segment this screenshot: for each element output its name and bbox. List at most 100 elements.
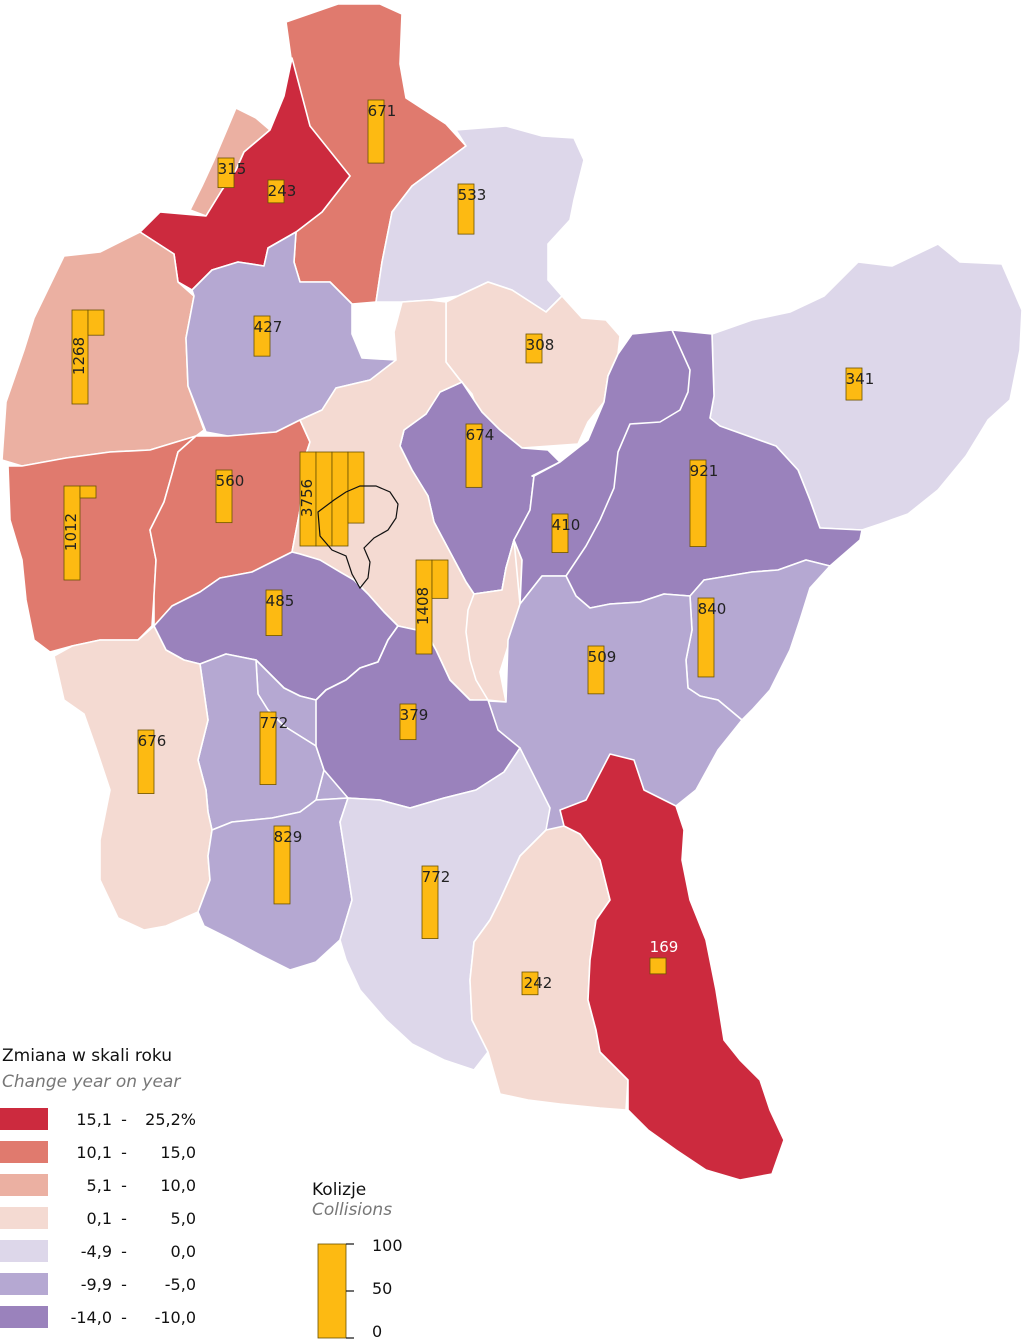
collision-label: 315: [218, 160, 247, 178]
legend-range-low: 15,1: [76, 1109, 112, 1129]
collision-label: 379: [400, 706, 429, 724]
legend-range-high: -5,0: [164, 1274, 196, 1294]
collision-label: 676: [138, 732, 167, 750]
district-region: [559, 753, 785, 1181]
collision-bar: [87, 309, 105, 336]
collision-bar: [259, 711, 277, 785]
legend-swatch: [0, 1273, 48, 1295]
collision-bar: [551, 513, 569, 553]
collision-label: 341: [846, 370, 875, 388]
collision-bar: [521, 971, 539, 996]
district-region: [1, 231, 205, 467]
legend-range-low: -14,0: [70, 1307, 112, 1327]
legend-row: -14,0- -10,0: [0, 1306, 196, 1328]
legend-range-dash: -: [121, 1274, 127, 1294]
legend-range-high: 25,2%: [145, 1109, 196, 1129]
collision-label: 509: [588, 648, 617, 666]
legend-range-high: 5,0: [170, 1208, 196, 1228]
legend-range-dash: -: [121, 1241, 127, 1261]
collision-label: 243: [268, 182, 297, 200]
legend-range-high: -10,0: [154, 1307, 196, 1327]
collision-bar: [367, 99, 385, 164]
collision-label: 169: [650, 938, 679, 956]
collision-bar: [525, 333, 543, 364]
city-outline-central: [317, 485, 399, 590]
collision-bar: [267, 179, 285, 204]
legend-swatch: [0, 1108, 48, 1130]
collision-bar: [457, 183, 475, 235]
collision-label: 427: [254, 318, 283, 336]
bar-scale-label-50: 50: [372, 1279, 393, 1298]
collision-label: 1268: [70, 337, 88, 375]
legend-row: -4,9- 0,0: [0, 1240, 196, 1262]
collision-label: 485: [266, 592, 295, 610]
bar-scale: [317, 1243, 354, 1339]
legend-range-dash: -: [121, 1208, 127, 1228]
legend-swatch: [0, 1306, 48, 1328]
collision-bar: [465, 423, 483, 488]
collision-label: 674: [466, 426, 495, 444]
bar-scale-label-0: 0: [372, 1322, 383, 1341]
legend-subtitle: Change year on year: [2, 1072, 181, 1092]
bar-scale-label-100: 100: [372, 1236, 403, 1255]
collision-label: 242: [524, 974, 553, 992]
collision-bar: [265, 589, 283, 636]
collision-bar: [421, 865, 439, 939]
legend-row: 10,1- 15,0: [0, 1141, 196, 1163]
collision-bar: [63, 485, 81, 581]
collision-label: 921: [690, 462, 719, 480]
legend-row: 15,1-25,2%: [0, 1108, 196, 1130]
collision-label: 772: [260, 714, 289, 732]
legend-range-high: 0,0: [170, 1241, 196, 1261]
collision-bar: [689, 459, 707, 547]
district-region: [465, 539, 521, 703]
district-region: [53, 625, 213, 931]
collision-bar: [697, 597, 715, 678]
legend-range-low: -9,9: [80, 1274, 112, 1294]
legend-row: -9,9- -5,0: [0, 1273, 196, 1295]
collision-bar: [399, 703, 417, 741]
collision-bar: [253, 315, 271, 357]
district-region: [315, 625, 521, 809]
legend-range-high: 10,0: [160, 1175, 196, 1195]
collision-label: 772: [422, 868, 451, 886]
collision-label: 3756: [298, 479, 316, 517]
legend-range-low: 0,1: [86, 1208, 112, 1228]
legend-title: Zmiana w skali roku: [2, 1046, 173, 1066]
collision-bar: [79, 485, 97, 499]
collision-label: 671: [368, 102, 397, 120]
collision-bar: [137, 729, 155, 794]
collision-label: 410: [552, 516, 581, 534]
legend-swatch: [0, 1141, 48, 1163]
collision-bar: [71, 309, 89, 405]
collision-bar: [331, 451, 349, 547]
legend-swatch: [0, 1207, 48, 1229]
legend-range-low: 5,1: [86, 1175, 112, 1195]
bar-legend-subtitle: Collisions: [312, 1200, 393, 1220]
collision-label: 560: [216, 472, 245, 490]
legend-swatch: [0, 1240, 48, 1262]
collision-label: 829: [274, 828, 303, 846]
collision-label: 533: [458, 186, 487, 204]
legend-range-dash: -: [121, 1142, 127, 1162]
collision-bar: [431, 559, 449, 599]
legend-swatch: [0, 1174, 48, 1196]
bar-legend-title: Kolizje: [312, 1180, 367, 1200]
collision-bar: [415, 559, 433, 655]
collision-bar: [649, 957, 667, 975]
legend-range-dash: -: [121, 1109, 127, 1129]
collision-bar: [215, 469, 233, 524]
collision-bar: [273, 825, 291, 905]
legend-range-dash: -: [121, 1175, 127, 1195]
legend-range-low: -4,9: [80, 1241, 112, 1261]
legend-row: 5,1- 10,0: [0, 1174, 196, 1196]
collision-bar: [845, 367, 863, 401]
collision-bar: [217, 157, 235, 189]
legend-range-low: 10,1: [76, 1142, 112, 1162]
collision-label: 840: [698, 600, 727, 618]
collision-bar: [587, 645, 605, 695]
collision-label: 1408: [414, 587, 432, 625]
legend-range-dash: -: [121, 1307, 127, 1327]
collision-bar: [315, 451, 333, 547]
